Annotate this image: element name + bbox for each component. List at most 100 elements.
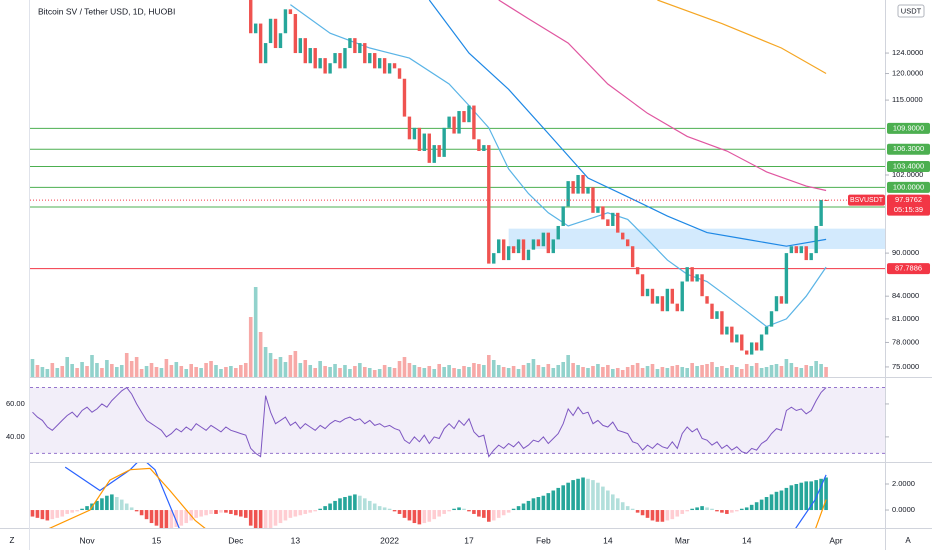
volume-bar — [700, 365, 704, 377]
volume-bar — [313, 368, 317, 377]
volume-bar — [749, 366, 754, 377]
volume-bar — [730, 365, 734, 377]
macd-histogram-bar — [338, 498, 342, 511]
macd-histogram-bar — [134, 510, 139, 512]
macd-histogram-bar — [243, 510, 248, 518]
y-tick-label: 75.0000 — [892, 362, 919, 371]
volume-bar — [571, 363, 575, 377]
candle — [457, 111, 461, 134]
macd-histogram-bar — [665, 510, 670, 521]
macd-histogram-bar — [179, 510, 184, 526]
moving-average — [290, 4, 827, 328]
volume-bar — [566, 355, 570, 377]
candle — [492, 253, 496, 264]
macd-histogram-bar — [769, 494, 774, 511]
volume-bar — [526, 363, 531, 377]
candle — [328, 63, 332, 74]
volume-bar — [725, 368, 729, 377]
macd-histogram-bar — [139, 510, 144, 516]
candle — [392, 63, 397, 69]
macd-histogram-bar — [739, 508, 744, 511]
candle — [606, 219, 610, 226]
symbol-badge — [848, 194, 885, 206]
currency-button[interactable] — [897, 4, 925, 18]
volume-bar — [611, 369, 615, 377]
candle — [268, 18, 273, 44]
macd-histogram-bar — [749, 504, 754, 511]
candle — [665, 288, 670, 312]
candle — [655, 296, 660, 304]
macd-histogram-bar — [343, 497, 347, 511]
volume-bar — [427, 366, 432, 377]
y-tick-label: 78.0000 — [892, 337, 919, 346]
macd-histogram-bar — [611, 494, 615, 511]
auto-scale-button[interactable]: A — [905, 536, 911, 545]
macd-histogram-bar — [204, 510, 208, 516]
macd-histogram-bar — [129, 507, 134, 511]
macd-histogram-bar — [556, 487, 561, 511]
candle — [467, 105, 471, 123]
candle — [273, 18, 278, 49]
candle — [253, 23, 258, 34]
macd-tick-label: 2.0000 — [892, 479, 915, 488]
volume-bar — [715, 367, 719, 377]
candle — [487, 145, 491, 264]
macd-histogram-bar — [447, 510, 451, 512]
x-tick-label: 2022 — [380, 535, 399, 545]
macd-histogram-bar — [323, 506, 327, 511]
macd-histogram-bar — [491, 510, 496, 521]
volume-bar — [620, 370, 625, 377]
macd-histogram-bar — [273, 510, 278, 526]
candle — [764, 326, 769, 335]
symbol-label: BSVUSDT — [850, 197, 884, 204]
volume-bar — [516, 369, 521, 377]
volume-bar — [392, 368, 397, 377]
volume-bar — [80, 362, 84, 377]
volume-bar — [129, 361, 134, 377]
volume-bar — [387, 367, 392, 377]
macd-histogram-bar — [799, 482, 804, 511]
volume-bar — [184, 369, 189, 377]
volume-bar — [45, 369, 50, 377]
candle — [288, 9, 293, 15]
volume-bar — [90, 355, 94, 377]
candle — [819, 199, 823, 226]
macd-histogram-bar — [149, 510, 154, 524]
moving-average — [428, 0, 827, 247]
macd-histogram-bar — [234, 510, 238, 516]
candle — [521, 239, 526, 261]
macd-histogram-bar — [457, 507, 461, 511]
macd-histogram-bar — [735, 510, 739, 512]
volume-bar — [640, 368, 645, 377]
macd-histogram-bar — [417, 510, 422, 525]
candle — [759, 334, 764, 351]
price-level-label: 109.9000 — [893, 123, 924, 132]
volume-bar — [258, 332, 263, 377]
zoom-button[interactable]: Z — [10, 536, 15, 545]
volume-bar — [789, 363, 794, 377]
candle — [650, 288, 655, 304]
candle — [621, 232, 625, 240]
y-tick-label: 84.0000 — [892, 291, 919, 300]
volume-bar — [119, 365, 124, 377]
volume-bar — [224, 367, 228, 377]
macd-histogram-bar — [313, 510, 317, 512]
macd-histogram-bar — [75, 510, 79, 512]
candle — [769, 311, 774, 327]
volume-bar — [115, 367, 119, 377]
candle — [338, 53, 342, 69]
candle — [640, 274, 645, 297]
candle — [477, 139, 481, 151]
macd-histogram-bar — [80, 508, 84, 511]
volume-bar — [214, 365, 218, 377]
candle — [804, 246, 808, 261]
volume-bar — [169, 365, 174, 377]
moving-average — [657, 0, 827, 75]
candle — [308, 48, 312, 64]
macd-histogram-bar — [184, 510, 189, 524]
candle — [263, 43, 268, 64]
macd-histogram-bar — [759, 499, 764, 511]
macd-histogram-bar — [402, 510, 407, 518]
currency-label[interactable]: USDT — [901, 6, 922, 15]
volume-bar — [323, 366, 327, 377]
